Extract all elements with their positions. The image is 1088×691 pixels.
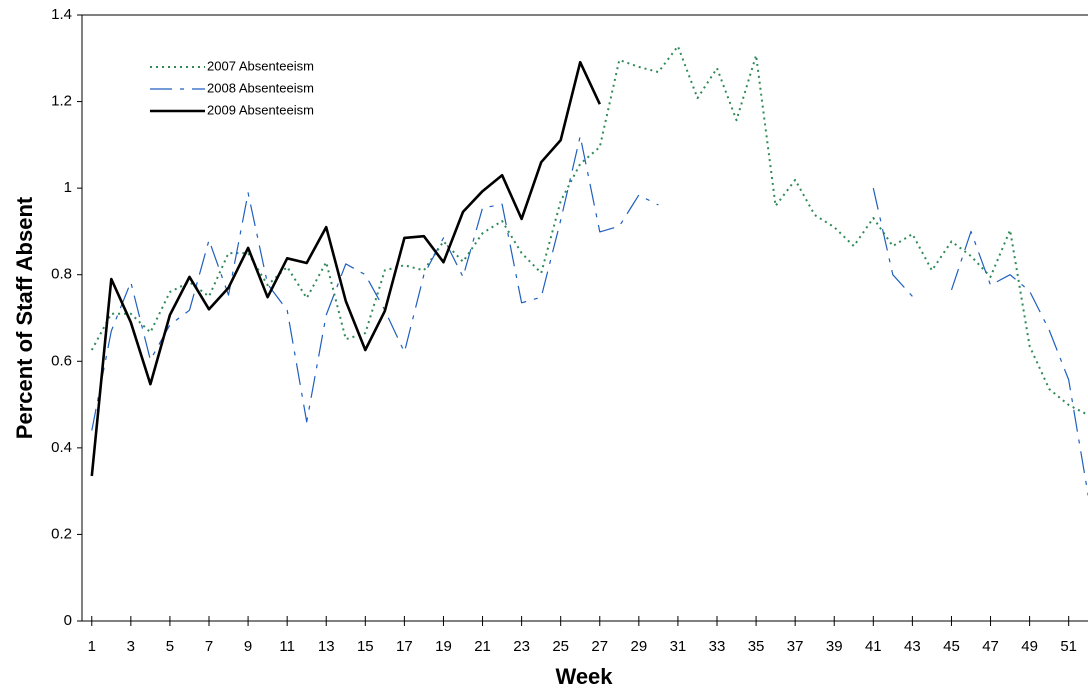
x-tick-label: 3 — [127, 638, 135, 655]
legend-label: 2007 Absenteeism — [207, 58, 314, 73]
x-tick-label: 9 — [244, 638, 252, 655]
y-tick-label: 1.4 — [51, 6, 72, 23]
plot-frame — [81, 14, 1088, 622]
series-line — [90, 60, 601, 477]
x-tick-label: 43 — [904, 638, 921, 655]
x-tick-label: 7 — [205, 638, 213, 655]
x-tick-label: 41 — [865, 638, 882, 655]
legend-label: 2009 Absenteeism — [207, 102, 314, 117]
series-line — [91, 135, 1088, 496]
x-tick-label: 35 — [748, 638, 765, 655]
y-tick-label: 1 — [64, 179, 72, 196]
y-tick-label: 0.4 — [51, 439, 72, 456]
y-axis-title: Percent of Staff Absent — [12, 196, 37, 439]
y-tick-label: 0.2 — [51, 525, 72, 542]
y-tick-label: 0.6 — [51, 352, 72, 369]
x-tick-label: 51 — [1060, 638, 1077, 655]
x-tick-label: 49 — [1021, 638, 1038, 655]
x-tick-label: 1 — [88, 638, 96, 655]
x-tick-label: 25 — [552, 638, 569, 655]
x-tick-label: 21 — [474, 638, 491, 655]
x-tick-label: 39 — [826, 638, 843, 655]
y-tick-label: 0.8 — [51, 266, 72, 283]
x-tick-label: 27 — [591, 638, 608, 655]
x-tick-label: 17 — [396, 638, 413, 655]
x-tick-label: 15 — [357, 638, 374, 655]
y-tick-label: 0 — [64, 612, 72, 629]
x-tick-label: 47 — [982, 638, 999, 655]
x-tick-label: 33 — [709, 638, 726, 655]
x-tick-label: 19 — [435, 638, 452, 655]
x-tick-label: 31 — [670, 638, 687, 655]
x-axis-title: Week — [555, 664, 613, 689]
x-tick-label: 13 — [318, 638, 335, 655]
x-tick-label: 23 — [513, 638, 530, 655]
x-tick-label: 11 — [279, 638, 295, 655]
legend-label: 2008 Absenteeism — [207, 80, 314, 95]
y-tick-label: 1.2 — [51, 93, 72, 110]
x-tick-label: 29 — [631, 638, 648, 655]
x-tick-label: 37 — [787, 638, 804, 655]
x-tick-label: 5 — [166, 638, 174, 655]
x-tick-label: 45 — [943, 638, 960, 655]
